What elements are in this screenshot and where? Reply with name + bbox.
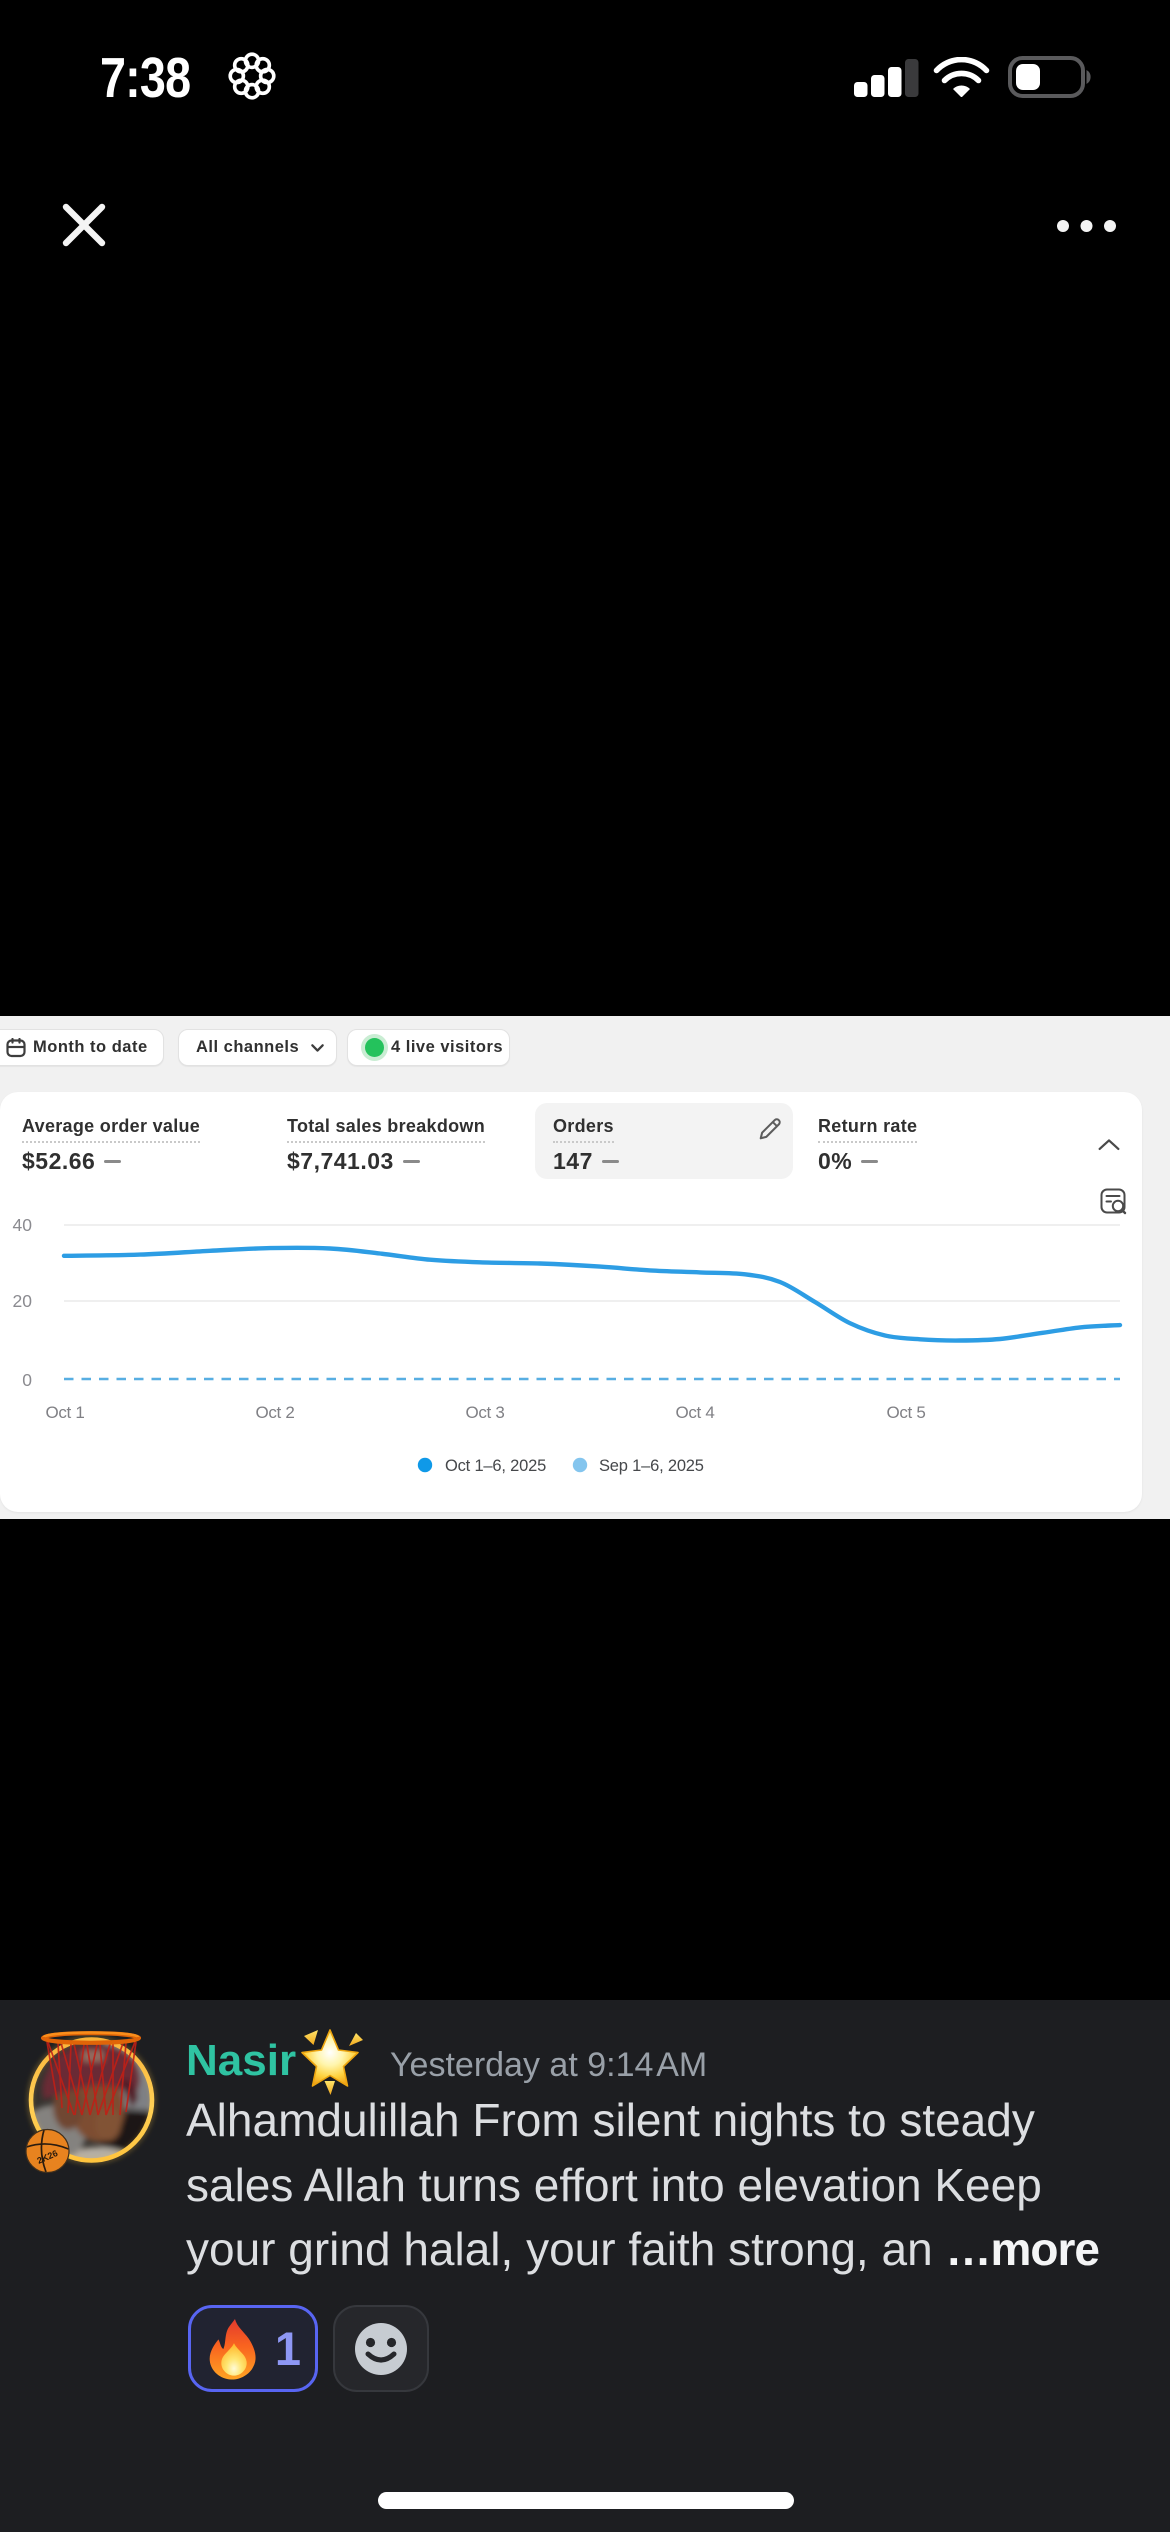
svg-text:0: 0 — [22, 1370, 32, 1390]
svg-text:Oct 1–6, 2025: Oct 1–6, 2025 — [445, 1457, 546, 1475]
svg-text:Oct 5: Oct 5 — [886, 1403, 925, 1422]
svg-text:Oct 1: Oct 1 — [45, 1403, 84, 1422]
svg-text:Oct 2: Oct 2 — [255, 1403, 294, 1422]
svg-text:Oct 4: Oct 4 — [675, 1403, 714, 1422]
svg-text:20: 20 — [13, 1291, 33, 1311]
svg-text:Sep 1–6, 2025: Sep 1–6, 2025 — [599, 1457, 704, 1475]
svg-text:Oct 3: Oct 3 — [465, 1403, 504, 1422]
svg-text:40: 40 — [13, 1215, 33, 1235]
